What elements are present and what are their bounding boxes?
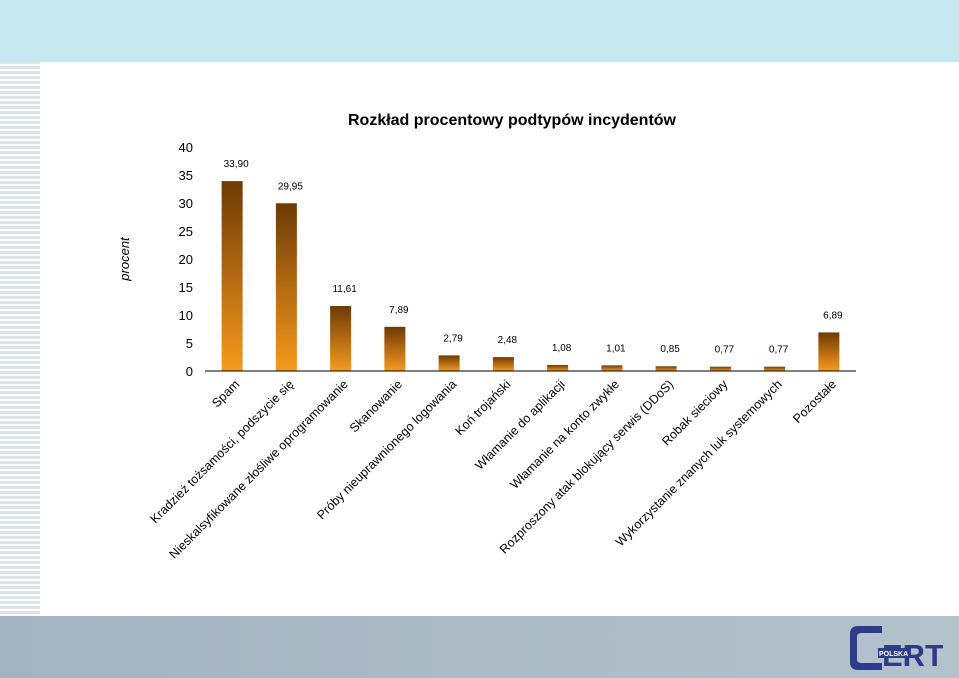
bar-value-label: 1,08 <box>552 343 572 354</box>
y-tick-label: 40 <box>179 140 193 155</box>
bar-value-label: 6,89 <box>823 310 843 321</box>
bar-value-label: 0,85 <box>660 344 680 355</box>
bar <box>709 366 731 371</box>
y-axis-label: procent <box>117 236 132 282</box>
y-tick-label: 20 <box>179 252 193 267</box>
y-tick-label: 35 <box>179 168 193 183</box>
category-label: Włamanie na konto zwykłe <box>507 377 622 492</box>
bar-value-label: 2,79 <box>443 333 463 344</box>
y-tick-label: 5 <box>186 336 193 351</box>
bar <box>384 326 406 371</box>
category-label: Koń trojański <box>452 377 513 438</box>
bar-value-label: 29,95 <box>278 181 303 192</box>
chart-title: Rozkład procentowy podtypów incydentów <box>348 112 677 129</box>
footer-band <box>0 616 959 678</box>
bar <box>492 357 514 371</box>
logo-sub-band <box>878 648 911 658</box>
bar-value-label: 2,48 <box>498 335 518 346</box>
bar <box>221 181 243 371</box>
header-band <box>0 0 959 62</box>
bars-group <box>221 181 840 371</box>
bar <box>818 332 840 371</box>
bar-value-label: 1,01 <box>606 343 626 354</box>
category-label: Włamanie do aplikacji <box>472 377 567 472</box>
category-label: Spam <box>209 377 242 410</box>
bar <box>601 365 623 371</box>
category-label: Skanowanie <box>347 377 405 435</box>
logo-c-shape <box>850 626 882 670</box>
bar-value-label: 11,61 <box>332 284 357 295</box>
bar-value-label: 7,89 <box>389 305 409 316</box>
bar <box>330 305 352 371</box>
category-label: Pozostałe <box>790 377 839 426</box>
bar <box>547 364 569 371</box>
bar <box>438 355 460 371</box>
y-tick-label: 10 <box>179 308 193 323</box>
bar-value-label: 33,90 <box>224 159 249 170</box>
bar <box>275 203 297 371</box>
y-tick-label: 30 <box>179 196 193 211</box>
bar-value-label: 0,77 <box>715 345 735 356</box>
bar <box>764 366 786 371</box>
cert-polska-logo: ERT POLSKA <box>850 626 943 673</box>
value-labels-group: 33,90 29,95 11,61 7,89 2,79 2,48 1,08 1,01 0,85 0… <box>224 159 843 356</box>
y-tick-label: 0 <box>186 364 193 379</box>
decorative-left-strip <box>0 62 40 616</box>
y-tick-label: 25 <box>179 224 193 239</box>
bar-value-label: 0,77 <box>769 345 789 356</box>
y-tick-label: 15 <box>179 280 193 295</box>
bar <box>655 366 677 371</box>
logo-subtext: POLSKA <box>879 651 908 658</box>
y-axis: 0 5 10 15 20 25 30 35 40 <box>179 140 193 379</box>
